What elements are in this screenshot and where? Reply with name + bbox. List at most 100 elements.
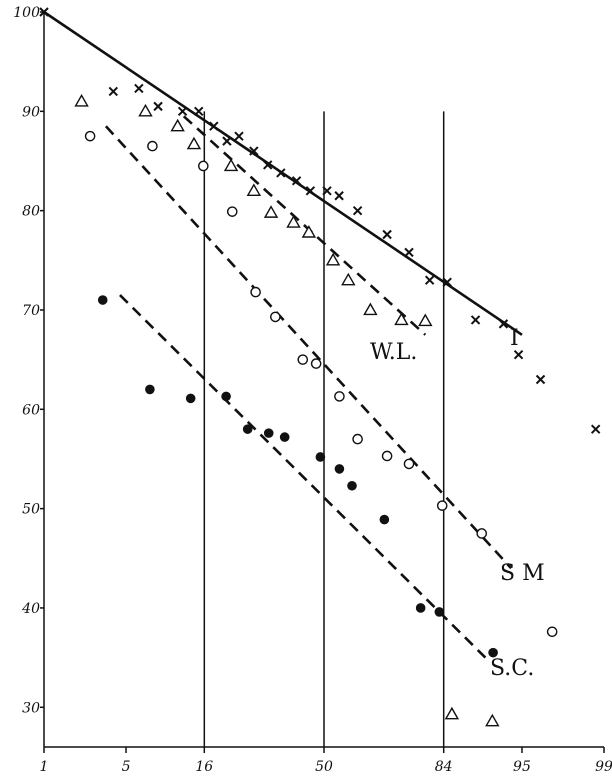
data-point-sm (546, 626, 558, 638)
data-point-sc (185, 393, 196, 404)
data-point-wl (418, 313, 433, 327)
series-label-wl: W.L. (370, 340, 417, 365)
data-point-sc (242, 424, 253, 434)
y-tick-label: 100 (13, 5, 40, 21)
data-point-wl (246, 183, 262, 196)
data-point-sc (488, 647, 498, 658)
data-point-sc (315, 452, 326, 462)
data-point-i (291, 176, 302, 186)
data-point-sm (352, 433, 363, 445)
fit-line-sc (119, 294, 487, 659)
data-point-sm (476, 528, 488, 539)
data-point-wl (444, 706, 460, 720)
data-point-i (442, 277, 452, 287)
data-point-sc (334, 464, 345, 474)
fit-line-wl (182, 115, 427, 336)
x-tick-label: 50 (315, 759, 333, 775)
data-point-i (334, 191, 344, 201)
data-point-sc (97, 295, 108, 305)
labels: I W.L. S M S.C. (370, 326, 545, 681)
data-point-i (134, 83, 144, 94)
data-point-wl (223, 158, 239, 172)
data-point-sc (145, 384, 155, 395)
y-tick-label: 80 (22, 204, 40, 220)
data-point-i (382, 229, 392, 240)
data-point-sm (84, 130, 96, 142)
series-label-sm: S M (500, 561, 545, 586)
data-point-sc (415, 603, 426, 613)
data-point-sm (403, 458, 415, 470)
data-point-i (249, 146, 259, 156)
data-point-wl (170, 118, 185, 132)
data-point-wl (301, 225, 317, 238)
fit-lines (43, 10, 523, 659)
x-tick-label: 99 (595, 759, 612, 775)
data-point-wl (485, 713, 500, 727)
data-point-wl (341, 272, 356, 286)
data-point-wl (363, 302, 378, 316)
data-point-wl (263, 205, 279, 218)
data-point-sm (334, 391, 345, 402)
data-point-sm (198, 160, 209, 172)
y-tick-label: 60 (22, 402, 40, 418)
data-point-sc (379, 514, 390, 525)
data-point-sc (347, 480, 357, 491)
data-point-i (322, 186, 332, 196)
data-point-i (498, 319, 509, 329)
data-point-sc (434, 607, 445, 617)
series-label-i: I (510, 326, 519, 351)
data-point-i (590, 424, 601, 434)
y-tick-label: 30 (22, 700, 40, 716)
data-point-i (470, 315, 481, 325)
data-point-wl (186, 136, 202, 150)
data-point-wl (74, 93, 89, 107)
y-tick-label: 50 (22, 502, 40, 518)
data-point-sm (147, 140, 158, 152)
data-point-wl (394, 312, 409, 326)
x-tick-label: 16 (195, 759, 213, 775)
data-point-sm (270, 311, 281, 323)
data-point-i (513, 349, 524, 360)
data-point-wl (325, 252, 341, 266)
data-point-i (194, 106, 204, 117)
y-tick-label: 70 (22, 303, 40, 319)
data-point-i (153, 101, 163, 112)
data-point-i (404, 247, 414, 258)
data-points (39, 7, 601, 727)
data-point-i (276, 168, 286, 178)
y-tick-label: 40 (21, 601, 40, 617)
data-point-sm (310, 358, 322, 369)
data-point-i (209, 121, 219, 131)
data-point-i (222, 136, 232, 146)
fit-line-sm (104, 125, 513, 570)
axes: 30 40 50 60 70 80 90 100 1 5 16 50 84 95 99 (13, 5, 612, 775)
x-tick-label: 1 (40, 759, 49, 775)
data-point-sc (263, 428, 274, 438)
x-tick-label: 95 (513, 759, 531, 775)
y-tick-label: 90 (22, 104, 40, 120)
data-point-wl (138, 103, 153, 117)
reference-lines (203, 111, 445, 747)
data-point-sc (279, 432, 290, 442)
data-point-i (263, 160, 273, 170)
data-point-i (108, 86, 118, 97)
data-point-i (424, 275, 435, 285)
data-point-i (177, 106, 188, 117)
data-point-sm (297, 354, 309, 365)
data-point-i (234, 131, 244, 141)
x-tick-label: 5 (122, 759, 131, 775)
data-point-i (39, 7, 49, 17)
data-point-sm (250, 286, 261, 298)
series-label-sc: S.C. (490, 656, 534, 681)
data-point-i (535, 374, 546, 385)
data-point-sc (221, 391, 231, 402)
data-point-sm (226, 206, 238, 217)
data-point-sm (436, 500, 448, 511)
data-point-sm (381, 450, 393, 462)
data-point-wl (286, 215, 301, 228)
fit-line-i (43, 10, 523, 336)
x-tick-label: 84 (435, 759, 453, 775)
data-point-i (305, 186, 316, 196)
data-point-i (352, 205, 363, 216)
